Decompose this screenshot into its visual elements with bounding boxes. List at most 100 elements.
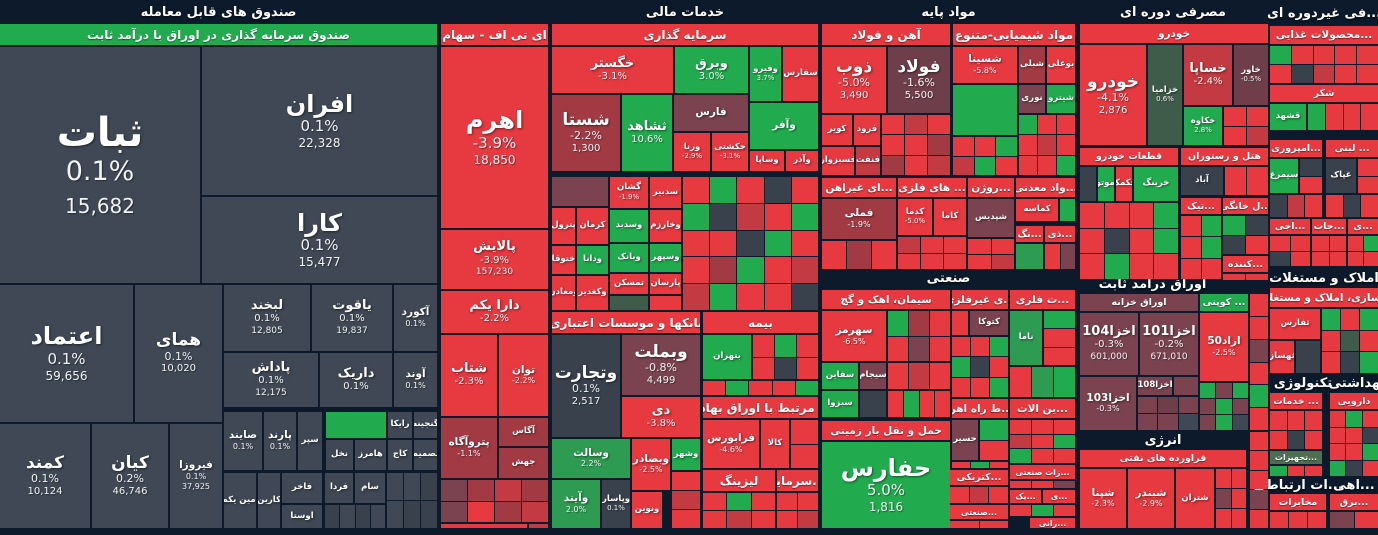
mosaic-cell[interactable] [1246, 126, 1268, 145]
mosaic-cell[interactable] [683, 257, 710, 284]
mosaic-cell[interactable] [1308, 512, 1326, 528]
mosaic-cell[interactable] [1224, 126, 1246, 145]
mosaic-cell[interactable] [1325, 104, 1343, 130]
mosaic-cell[interactable] [980, 440, 1008, 460]
mosaic-cell[interactable] [1363, 236, 1378, 251]
treemap-tile[interactable]: وسالت 2.2% [552, 439, 630, 478]
treemap-tile[interactable] [610, 296, 648, 310]
treemap-tile[interactable]: سام [355, 473, 385, 503]
treemap-tile[interactable]: فملی -1.9% [822, 199, 896, 239]
group-header[interactable]: سیمان، اهک و گچ [822, 290, 950, 309]
treemap-tile[interactable]: کاما [934, 199, 966, 235]
group-header[interactable]: آهن و فولاد [822, 24, 950, 45]
group-header[interactable]: حمل و نقل بار زمینی [822, 421, 950, 440]
mosaic-cell[interactable] [1343, 104, 1361, 130]
mosaic-cell[interactable] [888, 391, 903, 417]
mosaic-cell[interactable] [683, 177, 710, 203]
mosaic-cell[interactable] [990, 462, 1008, 468]
mosaic-cell[interactable] [1216, 383, 1232, 398]
mosaic-cell[interactable] [953, 137, 974, 156]
group-header[interactable]: فراورده های نفتی [1080, 450, 1246, 467]
mosaic-cell[interactable] [1290, 251, 1310, 266]
mosaic-cell[interactable] [969, 487, 989, 503]
mosaic-cell[interactable] [1010, 505, 1031, 516]
mosaic-cell[interactable] [1270, 251, 1290, 266]
mosaic-cell[interactable] [888, 336, 908, 361]
treemap-tile[interactable]: کارا 0.1% 15,477 [202, 197, 437, 283]
mosaic-cell[interactable] [1250, 316, 1268, 339]
mosaic-cell[interactable] [1104, 228, 1129, 254]
treemap-tile[interactable]: فولاد -1.6% 5,500 [888, 47, 950, 113]
group-header[interactable]: ...امپروری [1270, 140, 1322, 157]
mosaic-cell[interactable] [791, 203, 818, 230]
group-header[interactable]: ...ین الات [1010, 399, 1075, 418]
mosaic-cell[interactable] [1201, 237, 1221, 258]
treemap-tile[interactable]: کیان 0.2% 46,746 [92, 424, 168, 528]
treemap-tile[interactable]: کدما -5.0% [898, 199, 932, 235]
treemap-tile[interactable]: خگستر -3.1% [552, 47, 673, 93]
group-header[interactable]: ... مرتبط با اوراق بهادار [703, 397, 818, 418]
mosaic-cell[interactable] [710, 177, 737, 203]
mosaic-cell[interactable] [703, 511, 727, 528]
mosaic-cell[interactable] [968, 254, 991, 269]
mosaic-cell[interactable] [1223, 274, 1245, 280]
treemap-tile[interactable]: رایکا [388, 412, 412, 438]
mosaic-cell[interactable] [764, 203, 791, 230]
mosaic-cell[interactable] [1270, 512, 1288, 528]
treemap-tile[interactable] [952, 311, 968, 335]
mosaic-cell[interactable] [1038, 115, 1056, 135]
treemap-tile[interactable]: گشان -1.9% [610, 177, 648, 208]
mosaic-cell[interactable] [1158, 397, 1178, 413]
mosaic-cell[interactable] [764, 257, 791, 284]
mosaic-cell[interactable] [777, 493, 797, 510]
mosaic-cell[interactable] [905, 115, 927, 135]
mosaic-cell[interactable] [441, 501, 467, 522]
mosaic-cell[interactable] [683, 230, 710, 257]
treemap-tile[interactable]: کماسه [1016, 199, 1058, 221]
treemap-tile[interactable]: گنجینه [414, 412, 437, 438]
mosaic-cell[interactable] [404, 473, 420, 500]
treemap-tile[interactable] [1060, 199, 1075, 221]
mosaic-cell[interactable] [791, 444, 818, 468]
group-header[interactable]: ...صنعتی [950, 505, 1008, 519]
treemap-tile[interactable]: شستا -2.2% 1,300 [552, 95, 620, 171]
mosaic-cell[interactable] [764, 230, 791, 257]
mosaic-cell[interactable] [991, 239, 1014, 254]
mosaic-cell[interactable] [370, 505, 385, 528]
mosaic-cell[interactable] [1322, 330, 1340, 352]
mosaic-cell[interactable] [1232, 415, 1248, 430]
mosaic-cell[interactable] [903, 391, 919, 417]
mosaic-cell[interactable] [683, 284, 710, 310]
mosaic-cell[interactable] [1346, 411, 1362, 427]
mosaic-cell[interactable] [1250, 294, 1268, 316]
mosaic-cell[interactable] [672, 491, 700, 509]
group-header[interactable]: اوراق خزانه [1080, 294, 1198, 311]
treemap-tile[interactable]: پارند 0.1% [264, 412, 296, 470]
mosaic-cell[interactable] [935, 391, 950, 417]
treemap-tile[interactable]: صایند 0.1% [224, 412, 262, 470]
treemap-tile[interactable]: نخل [326, 440, 353, 470]
treemap-tile[interactable]: اوستا [282, 505, 322, 528]
mosaic-cell[interactable] [672, 472, 700, 490]
treemap-tile[interactable] [860, 391, 886, 417]
mosaic-cell[interactable] [1057, 115, 1075, 135]
mosaic-cell[interactable] [996, 156, 1017, 175]
treemap-tile[interactable]: ناما [1010, 311, 1042, 365]
treemap-tile[interactable] [326, 412, 386, 438]
mosaic-cell[interactable] [703, 493, 727, 510]
mosaic-cell[interactable] [944, 237, 966, 253]
mosaic-cell[interactable] [1246, 216, 1268, 235]
treemap-tile[interactable]: سدبیر [650, 177, 681, 208]
mosaic-cell[interactable] [791, 177, 818, 203]
treemap-tile[interactable]: ذوب -5.0% 3,490 [822, 47, 886, 113]
mosaic-cell[interactable] [952, 337, 970, 357]
mosaic-cell[interactable] [1360, 352, 1378, 373]
mosaic-cell[interactable] [1246, 235, 1268, 254]
mosaic-cell[interactable] [1322, 309, 1340, 330]
mosaic-cell[interactable] [737, 230, 764, 257]
treemap-tile[interactable]: سفاین [822, 363, 858, 389]
mosaic-cell[interactable] [909, 363, 929, 389]
mosaic-cell[interactable] [1287, 195, 1305, 217]
mosaic-cell[interactable] [1326, 195, 1343, 217]
treemap-tile[interactable]: قشهد [1270, 104, 1306, 130]
